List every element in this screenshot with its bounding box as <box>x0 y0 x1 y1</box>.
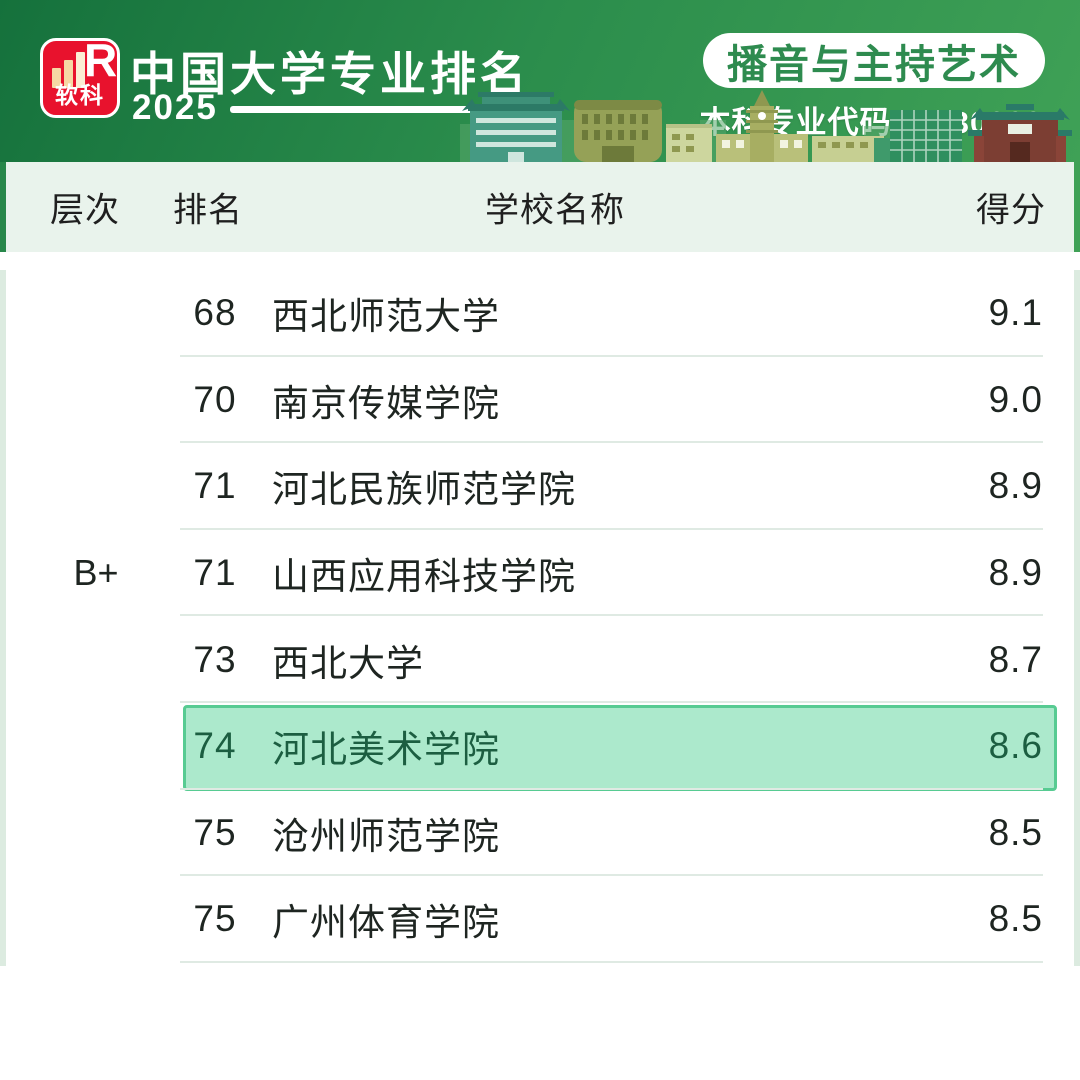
row-divider <box>180 700 1043 703</box>
campus-skyline-illustration <box>460 90 1072 162</box>
school-cell[interactable]: 西北师范大学 <box>272 296 500 338</box>
table-row[interactable]: 71 河北民族师范学院 8.9 <box>0 443 1080 530</box>
rank-cell: 75 <box>193 811 237 853</box>
row-divider <box>180 354 1043 357</box>
school-cell[interactable]: 南京传媒学院 <box>272 382 500 424</box>
panel-left-border <box>0 270 6 966</box>
logo-bars-icon <box>52 50 85 88</box>
school-cell[interactable]: 河北民族师范学院 <box>272 469 576 511</box>
score-cell: 8.7 <box>988 638 1043 680</box>
row-divider <box>180 960 1043 963</box>
shangharanking-logo[interactable]: R 软科 <box>40 34 120 118</box>
school-cell[interactable]: 西北大学 <box>272 642 424 684</box>
column-header-school: 学校名称 <box>485 191 625 230</box>
rank-cell: 71 <box>193 465 237 507</box>
rank-cell: 74 <box>193 725 237 767</box>
logo-r-mark: R <box>84 34 118 86</box>
school-cell[interactable]: 沧州师范学院 <box>272 815 500 857</box>
score-cell: 8.9 <box>988 465 1043 507</box>
score-cell: 8.6 <box>988 725 1043 767</box>
school-cell[interactable]: 河北美术学院 <box>272 729 500 771</box>
row-divider <box>180 527 1043 530</box>
ranking-year: 2025 <box>132 88 218 127</box>
row-divider <box>180 787 1043 790</box>
column-header-score: 得分 <box>976 191 1046 230</box>
title-underline <box>229 105 480 113</box>
school-cell[interactable]: 山西应用科技学院 <box>272 556 576 598</box>
rank-cell: 75 <box>193 898 237 940</box>
row-divider <box>180 441 1043 444</box>
table-row[interactable]: 75 广州体育学院 8.5 <box>0 876 1080 963</box>
ranking-table: B+ 68 西北师范大学 9.1 70 南京传媒学院 9.0 71 河北民族师范… <box>0 270 1080 963</box>
panel-right-border <box>1074 270 1080 966</box>
column-header-tier: 层次 <box>50 191 120 230</box>
rank-cell: 73 <box>193 638 237 680</box>
major-badge[interactable]: 播音与主持艺术 <box>703 33 1045 88</box>
school-cell[interactable]: 广州体育学院 <box>272 902 500 944</box>
rank-cell: 68 <box>193 292 237 334</box>
score-cell: 8.5 <box>988 898 1043 940</box>
table-row[interactable]: 75 沧州师范学院 8.5 <box>0 790 1080 877</box>
score-cell: 9.0 <box>988 378 1043 420</box>
rank-cell: 70 <box>193 378 237 420</box>
score-cell: 9.1 <box>988 292 1043 334</box>
row-divider <box>180 614 1043 617</box>
tier-label: B+ <box>73 552 119 593</box>
table-row-highlighted[interactable]: 74 河北美术学院 8.6 <box>0 703 1080 791</box>
column-header-rank: 排名 <box>173 191 243 230</box>
page-title: 中国大学专业排名 <box>130 48 530 100</box>
score-cell: 8.9 <box>988 552 1043 594</box>
header-banner: R 软科 中国大学专业排名 2025 播音与主持艺术 本科专业代码：130309 <box>0 0 1080 162</box>
table-row[interactable]: 68 西北师范大学 9.1 <box>0 270 1080 357</box>
table-header-row: 层次 排名 学校名称 得分 <box>6 162 1074 252</box>
table-row[interactable]: 71 山西应用科技学院 8.9 <box>0 530 1080 617</box>
row-divider <box>180 874 1043 877</box>
rank-cell: 71 <box>193 552 237 594</box>
logo-brand-text: 软科 <box>55 82 105 108</box>
year-row: 2025 <box>132 88 480 128</box>
table-header-band: 层次 排名 学校名称 得分 <box>0 162 1080 252</box>
score-cell: 8.5 <box>988 811 1043 853</box>
table-row[interactable]: 70 南京传媒学院 9.0 <box>0 357 1080 444</box>
table-row[interactable]: 73 西北大学 8.7 <box>0 616 1080 703</box>
